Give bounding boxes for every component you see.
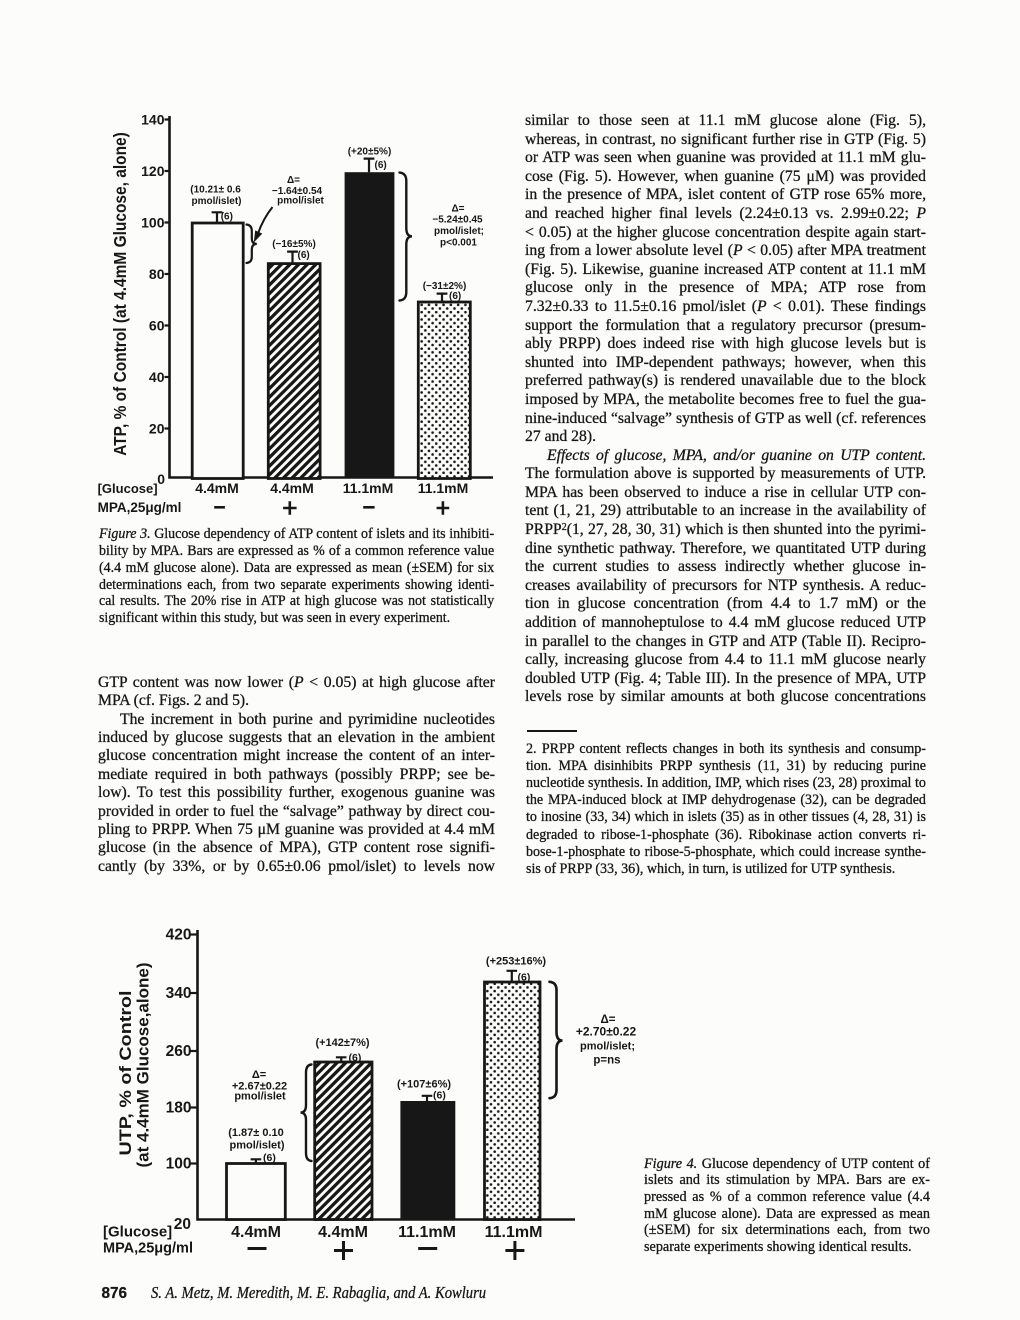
svg-text:[Glucose]: [Glucose] <box>103 1224 172 1241</box>
svg-text:(6): (6) <box>263 1152 276 1164</box>
svg-text:+2.67±0.22: +2.67±0.22 <box>232 1081 287 1093</box>
svg-text:(−31±2%): (−31±2%) <box>423 281 467 292</box>
svg-text:4.4mM: 4.4mM <box>318 1224 368 1241</box>
svg-text:0: 0 <box>157 471 165 487</box>
svg-text:420: 420 <box>166 927 192 944</box>
svg-text:4.4mM: 4.4mM <box>195 480 239 496</box>
svg-text:20: 20 <box>149 421 165 437</box>
svg-text:pmol/islet;: pmol/islet; <box>434 226 484 237</box>
svg-text:MPA,25μg/ml: MPA,25μg/ml <box>98 500 182 515</box>
svg-text:60: 60 <box>149 318 165 334</box>
svg-text:(6): (6) <box>375 160 387 171</box>
svg-text:Δ=: Δ= <box>287 175 300 186</box>
svg-text:(6): (6) <box>449 291 461 302</box>
svg-text:40: 40 <box>149 369 165 385</box>
svg-text:11.1mM: 11.1mM <box>485 1224 543 1241</box>
svg-text:4.4mM: 4.4mM <box>231 1224 281 1241</box>
svg-text:100: 100 <box>166 1156 192 1173</box>
svg-text:+2.70±0.22: +2.70±0.22 <box>576 1025 637 1039</box>
svg-text:Δ=: Δ= <box>252 1069 266 1081</box>
svg-text:260: 260 <box>166 1043 192 1060</box>
svg-text:(6): (6) <box>433 1090 446 1102</box>
svg-text:[Glucose]: [Glucose] <box>98 481 158 496</box>
svg-text:140: 140 <box>141 112 165 128</box>
svg-text:−1.64±0.54: −1.64±0.54 <box>272 186 323 197</box>
svg-text:p<0.001: p<0.001 <box>440 237 477 248</box>
svg-text:pmol/islet: pmol/islet <box>277 196 324 207</box>
svg-text:ATP, % of Control (at 4.4mM Gl: ATP, % of Control (at 4.4mM Glucose, alo… <box>111 132 130 456</box>
svg-text:11.1mM: 11.1mM <box>418 480 469 496</box>
svg-text:(6): (6) <box>221 211 233 222</box>
svg-text:(6): (6) <box>518 972 531 984</box>
svg-text:(10.21± 0.6: (10.21± 0.6 <box>190 185 241 196</box>
svg-text:(6): (6) <box>349 1052 362 1064</box>
svg-text:MPA,25μg/ml: MPA,25μg/ml <box>103 1241 193 1257</box>
svg-text:−5.24±0.45: −5.24±0.45 <box>432 214 483 225</box>
svg-text:(+107±6%): (+107±6%) <box>397 1079 451 1091</box>
svg-text:pmol/islet): pmol/islet) <box>191 196 241 207</box>
svg-text:Δ=: Δ= <box>451 204 464 215</box>
svg-text:120: 120 <box>141 163 165 179</box>
svg-text:(+142±7%): (+142±7%) <box>315 1037 369 1049</box>
svg-text:p=ns: p=ns <box>593 1055 620 1067</box>
svg-text:Δ=: Δ= <box>601 1014 616 1026</box>
svg-text:pmol/islet): pmol/islet) <box>229 1140 284 1152</box>
svg-text:20: 20 <box>174 1216 191 1233</box>
svg-text:80: 80 <box>149 266 165 282</box>
svg-text:pmol/islet;: pmol/islet; <box>580 1041 635 1053</box>
svg-text:(+20±5%): (+20±5%) <box>348 146 392 157</box>
svg-text:pmol/islet: pmol/islet <box>234 1091 286 1103</box>
svg-text:(1.87± 0.10: (1.87± 0.10 <box>228 1127 284 1139</box>
svg-text:4.4mM: 4.4mM <box>270 480 314 496</box>
svg-text:(−16±5%): (−16±5%) <box>272 239 316 250</box>
svg-text:340: 340 <box>166 985 192 1002</box>
svg-text:11.1mM: 11.1mM <box>398 1224 456 1241</box>
svg-text:UTP, % of Control: UTP, % of Control <box>115 990 134 1155</box>
svg-text:180: 180 <box>166 1100 192 1117</box>
svg-text:(6): (6) <box>298 250 310 261</box>
svg-text:11.1mM: 11.1mM <box>343 480 394 496</box>
svg-text:(at 4.4mM Glucose,alone): (at 4.4mM Glucose,alone) <box>134 963 153 1168</box>
svg-text:100: 100 <box>141 215 165 231</box>
svg-text:(+253±16%): (+253±16%) <box>486 955 546 967</box>
